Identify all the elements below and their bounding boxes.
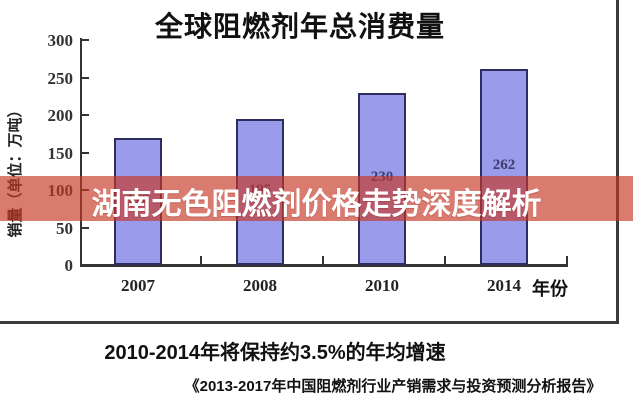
x-axis-title: 年份 — [532, 279, 568, 299]
y-tick-label: 300 — [47, 31, 74, 50]
x-tick-mark — [444, 256, 446, 265]
y-tick-label: 200 — [47, 106, 74, 125]
y-tick-label: 150 — [47, 143, 74, 163]
x-axis-line — [80, 264, 568, 267]
headline-text: 湖南无色阻燃剂价格走势深度解析 — [91, 187, 542, 221]
y-tick-mark — [82, 151, 89, 154]
bar-value-label: 262 — [492, 156, 516, 173]
chart-title: 全球阻燃剂年总消费量 — [154, 11, 445, 42]
y-tick-mark — [82, 114, 89, 116]
report-source: 《2013-2017年中国阻燃剂行业产销需求与投资预测分析报告》 — [184, 378, 602, 395]
x-tick-mark — [322, 256, 324, 265]
x-category-label: 2007 — [121, 276, 155, 295]
growth-note: 2010-2014年将保持约3.5%的年均增速 — [104, 342, 446, 364]
x-category-label: 2014 — [487, 276, 521, 295]
headline-banner: 湖南无色阻燃剂价格走势深度解析 — [0, 176, 633, 221]
y-tick-mark — [82, 76, 89, 79]
chart-border-right — [616, 0, 619, 324]
y-tick-label: 250 — [47, 68, 74, 88]
chart-border-bottom — [0, 321, 619, 324]
y-tick-label: 50 — [56, 218, 73, 238]
y-axis-line — [80, 38, 82, 266]
x-category-label: 2010 — [365, 276, 399, 295]
x-tick-mark — [200, 256, 202, 265]
x-tick-mark — [566, 256, 568, 265]
y-tick-label: 0 — [64, 256, 74, 275]
y-tick-mark — [82, 264, 89, 266]
y-tick-mark — [82, 39, 89, 41]
bar-2014 — [480, 68, 528, 265]
x-category-label: 2008 — [243, 276, 277, 295]
y-tick-mark — [82, 226, 89, 229]
